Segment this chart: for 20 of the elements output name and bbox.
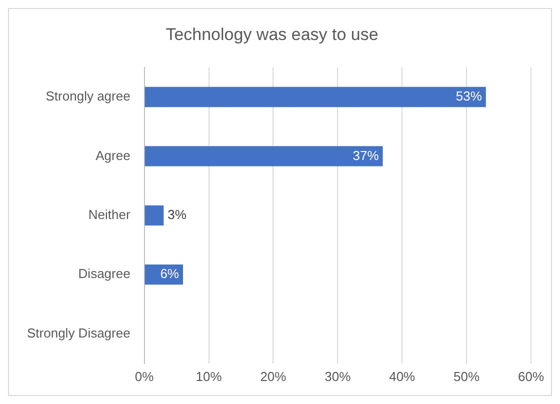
y-tick-label: Disagree bbox=[78, 266, 130, 282]
data-label: 3% bbox=[168, 206, 187, 222]
x-tick-label: 20% bbox=[260, 368, 287, 384]
x-tick-label: 50% bbox=[454, 368, 480, 384]
chart-title: Technology was easy to use bbox=[166, 24, 378, 44]
x-tick-label: 10% bbox=[196, 368, 222, 384]
x-tick-label: 60% bbox=[518, 368, 544, 384]
data-label: 6% bbox=[160, 266, 180, 282]
y-tick-label: Strongly Disagree bbox=[27, 325, 130, 340]
x-tick-label: 0% bbox=[134, 368, 154, 384]
y-tick-label: Neither bbox=[88, 206, 131, 222]
x-tick-label: 30% bbox=[324, 368, 352, 384]
bar bbox=[144, 86, 486, 108]
bar bbox=[144, 205, 164, 226]
x-tick-label: 40% bbox=[389, 368, 416, 384]
bar bbox=[144, 146, 383, 166]
y-tick-label: Strongly agree bbox=[46, 88, 130, 104]
data-label: 37% bbox=[352, 148, 380, 163]
data-label: 53% bbox=[456, 88, 482, 104]
y-tick-label: Agree bbox=[96, 148, 130, 163]
